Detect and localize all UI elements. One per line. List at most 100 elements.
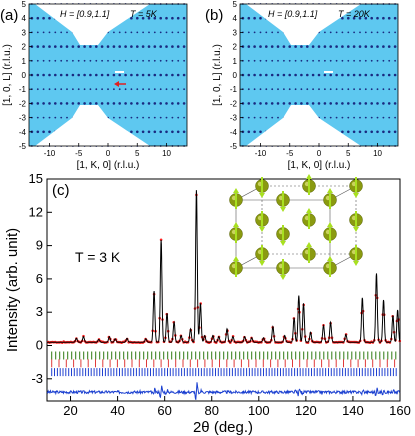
bragg-spot [306,45,309,48]
bragg-spot [136,31,139,34]
bragg-spot [42,59,45,62]
bragg-spot [60,88,63,91]
bragg-spot [300,59,303,62]
bragg-spot [271,88,274,91]
bragg-spot [393,73,397,77]
bragg-spot [130,130,133,134]
y-tick-label: -5 [19,142,27,151]
bragg-spot [124,45,127,48]
bragg-spot [277,31,279,34]
bragg-spot [177,31,180,34]
bragg-spot [370,116,373,119]
bragg-spot [300,102,303,105]
bragg-spot [165,45,168,48]
bragg-spot [113,31,115,34]
bragg-spot [283,88,285,91]
bragg-spot [118,116,121,119]
bragg-spot [335,73,338,77]
atom [349,177,363,198]
bragg-spot [276,45,280,48]
bragg-spot [364,73,368,77]
bragg-spot [376,73,379,77]
bragg-spot [141,102,145,105]
bragg-spot [247,59,250,62]
bragg-spot [71,73,75,77]
bragg-spot [288,88,291,91]
bragg-spot [376,16,379,20]
bragg-spot [112,102,116,105]
y-tick-label: 0 [36,338,43,353]
bragg-spot [294,45,297,48]
bragg-spot [130,88,133,91]
bragg-spot [359,88,361,91]
bragg-spot [136,130,139,134]
bragg-spot [42,88,45,91]
bragg-spot [171,45,174,48]
bragg-spot [165,73,168,77]
bragg-spot [72,88,74,91]
bragg-spot [118,45,121,48]
bragg-spot [153,130,157,134]
y-tick-label: 1 [22,57,27,66]
bragg-spot [376,45,379,48]
bragg-spot [394,88,396,91]
bragg-spot [352,45,356,48]
bragg-spot [306,88,309,91]
x-tick-label: -10 [44,149,56,158]
bragg-spot [253,73,256,77]
bragg-spot [259,88,262,91]
bragg-spot [265,116,268,119]
x-tick-label: 5 [135,149,140,158]
bragg-spot [329,73,333,77]
bragg-spot [276,73,280,77]
bragg-spot [364,102,368,105]
bragg-spot [36,59,39,62]
bragg-spot [382,45,385,48]
bragg-spot [253,130,256,134]
bragg-spot [271,116,274,119]
bragg-spot [165,102,168,105]
bragg-spot [153,88,156,91]
top-gap [246,4,361,45]
bragg-spot [83,88,86,91]
bragg-spot [335,88,338,91]
bragg-spot [253,88,256,91]
bragg-spot [335,116,338,119]
bragg-spot [358,102,362,105]
bragg-spot [177,116,180,119]
bragg-spot [124,59,127,62]
bragg-spot [165,31,168,34]
bragg-spot [159,45,162,48]
bragg-spot [317,45,321,48]
bragg-spot [324,88,326,91]
temperature-label: T = 5K [130,9,158,19]
y-tick-label: -2 [230,99,238,108]
bragg-spot [106,102,110,105]
y-tick-label: 3 [36,304,43,319]
bragg-spot [177,59,180,62]
bragg-spot [36,102,40,105]
bragg-spot [107,88,109,91]
bragg-spot [83,73,86,77]
bragg-spot [288,45,292,48]
bragg-spot [259,16,262,20]
bragg-spot [48,102,51,105]
bragg-spot [130,73,133,77]
bragg-spot [165,116,168,119]
bragg-spot [54,116,57,119]
bragg-spot [387,45,391,48]
atom [276,225,290,246]
bragg-spot [259,116,262,119]
bragg-spot [376,102,379,105]
bragg-spot [282,73,286,77]
panel-b: (b) H = [0.9,1.1] T = 20K [1, 0, L] (r.l… [205,0,399,171]
bragg-spot [247,31,250,34]
bragg-spot [159,59,162,62]
y-tick-label: 12 [29,204,43,219]
x-tick-label: 40 [110,403,124,418]
bragg-spot [118,102,121,105]
y-tick-label: -2 [19,99,27,108]
y-tick-label: -1 [19,85,27,94]
bragg-spot [282,102,286,105]
bragg-spot [89,73,92,77]
